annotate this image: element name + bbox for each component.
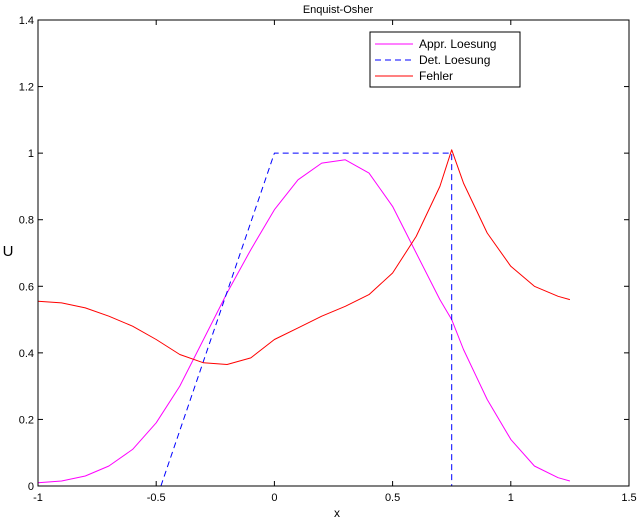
axes-layer: -1 -0.5 0 0.5 1 1.5 0 0.2 0.4 0.6 0.8 1 1.2 1.4 <box>19 15 637 504</box>
legend-entry: Det. Loesung <box>419 53 490 67</box>
y-tick-label: 1.2 <box>19 82 34 94</box>
y-tick-label: 1.4 <box>19 15 34 27</box>
y-tick-label: 0 <box>28 481 34 493</box>
plot-frame <box>37 19 630 487</box>
y-tick-label: 0.4 <box>19 348 34 360</box>
y-tick-label: 1 <box>28 148 34 160</box>
x-tick-label: 1 <box>508 492 514 504</box>
legend-entry: Appr. Loesung <box>419 37 496 51</box>
series-line-appr-loesung <box>37 159 571 484</box>
y-tick-label: 0.6 <box>19 281 34 293</box>
x-tick-label: 1.5 <box>621 492 636 504</box>
x-tick-label: -0.5 <box>147 492 166 504</box>
legend-entry: Fehler <box>419 69 453 83</box>
chart-title: Enquist-Osher <box>303 4 374 16</box>
series-line-det-loesung <box>160 152 453 487</box>
y-tick-label: 0.2 <box>19 414 34 426</box>
y-tick-label: 0.8 <box>19 215 34 227</box>
legend: Appr. Loesung Det. Loesung Fehler <box>369 31 521 88</box>
series-layer <box>37 149 571 487</box>
x-axis-label: x <box>334 506 340 519</box>
series-line-fehler <box>37 149 571 365</box>
x-tick-label: 0 <box>271 492 277 504</box>
y-axis-label: U <box>3 243 14 260</box>
x-tick-label: 0.5 <box>385 492 400 504</box>
x-tick-label: -1 <box>33 492 43 504</box>
plot-area <box>38 20 629 486</box>
